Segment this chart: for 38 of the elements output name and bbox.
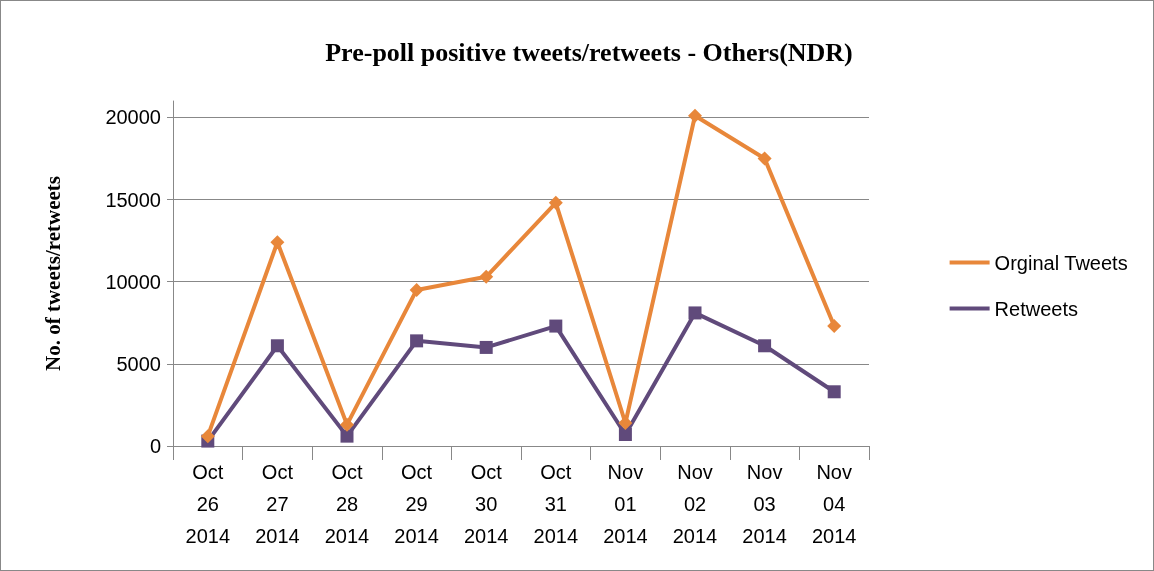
point — [340, 417, 354, 432]
x-tick-label: Oct 31 2014 — [533, 461, 579, 547]
point — [757, 151, 772, 166]
x-tick-label: Oct 27 2014 — [255, 461, 300, 547]
point — [688, 108, 702, 123]
y-tick-label: 15000 — [105, 188, 161, 211]
point — [479, 269, 494, 284]
x-tick-label: Oct 30 2014 — [463, 461, 509, 547]
x-tick-label: Nov 03 2014 — [742, 461, 787, 547]
y-tick-label: 0 — [149, 435, 161, 457]
y-tick-label: 20000 — [105, 106, 161, 129]
legend-label: Orginal Tweets — [994, 251, 1128, 274]
point — [688, 306, 702, 320]
point — [410, 334, 424, 348]
point — [827, 319, 842, 334]
point — [200, 429, 215, 444]
y-axis-title: No. of tweets/retweets — [40, 176, 65, 371]
point — [409, 282, 424, 297]
point — [618, 416, 633, 430]
point — [827, 385, 841, 399]
point — [340, 429, 354, 443]
point — [270, 339, 284, 353]
chart-title: Pre-poll positive tweets/retweets - Others(NDR) — [325, 37, 853, 67]
point — [270, 235, 285, 250]
point — [758, 339, 772, 353]
x-tick-label: Oct 26 2014 — [185, 461, 231, 547]
x-tick-label: Oct 29 2014 — [394, 461, 439, 547]
point — [549, 319, 563, 333]
x-tick-label: Oct 28 2014 — [324, 461, 370, 547]
x-tick-label: Nov 02 2014 — [672, 461, 718, 547]
point — [479, 340, 493, 354]
y-tick-label: 5000 — [116, 352, 161, 375]
point — [548, 195, 563, 210]
y-tick-label: 10000 — [105, 270, 161, 293]
point — [618, 428, 632, 441]
x-tick-label: Nov 01 2014 — [603, 461, 648, 547]
legend-label: Retweets — [994, 297, 1078, 320]
x-tick-label: Nov 04 2014 — [811, 461, 857, 547]
